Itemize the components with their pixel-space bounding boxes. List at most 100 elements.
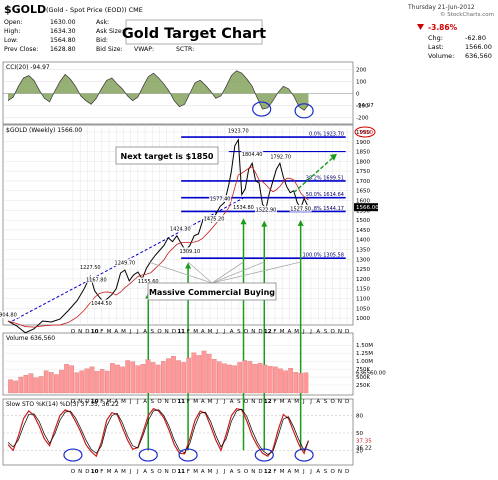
month-tick-label: N — [251, 469, 255, 475]
month-tick-label: 10 — [91, 469, 99, 475]
month-tick-label: S — [237, 399, 241, 405]
month-tick-label: F — [100, 469, 103, 475]
price-point-label: 1534.80 — [233, 205, 254, 211]
month-tick-label: J — [223, 329, 226, 335]
volume-bar — [120, 366, 125, 394]
volume-bar — [232, 365, 237, 394]
volume-tick-label: 250K — [356, 383, 370, 389]
month-tick-label: F — [273, 399, 276, 405]
month-tick-label: O — [244, 329, 249, 335]
month-tick-label: O — [157, 399, 162, 405]
month-tick-label: F — [187, 469, 190, 475]
month-tick-label: S — [324, 399, 328, 405]
volume-bar — [84, 368, 90, 394]
callout-connector — [211, 261, 244, 284]
month-tick-label: S — [151, 469, 155, 475]
price-label-bg — [85, 275, 108, 283]
month-tick-label: D — [258, 469, 262, 475]
month-tick-label: 12 — [264, 399, 272, 405]
month-tick-label: J — [309, 399, 312, 405]
month-tick-label: N — [338, 399, 342, 405]
price-tick-label: 1200 — [356, 277, 370, 283]
price-label-bg — [232, 203, 255, 211]
price-point-label: 1227.50 — [80, 265, 101, 271]
volume-bar — [74, 372, 80, 394]
price-tick-label: 1400 — [356, 238, 370, 244]
volume-bar — [104, 370, 110, 394]
month-tick-label: A — [230, 469, 234, 475]
price-point-label: 1527.50 — [290, 206, 311, 212]
price-point-label: 1792.70 — [270, 154, 291, 160]
sto-title: Slow STO %K(14) %D(3) 37.35, 36.22 — [6, 401, 119, 408]
month-tick-label: J — [223, 399, 226, 405]
volume-bar — [201, 350, 207, 394]
price-label-bg — [113, 259, 136, 267]
month-tick-label: O — [71, 469, 76, 475]
month-tick-label: J — [302, 399, 305, 405]
quote-cell: 1634.30 — [50, 28, 76, 35]
volume-title: Volume 636,560 — [6, 335, 55, 342]
volume-bar — [242, 360, 248, 394]
price-title: $GOLD (Weekly) 1566.00 — [6, 127, 82, 134]
sto-last-label: 36.22 — [356, 446, 372, 452]
month-tick-label: M — [107, 399, 112, 405]
month-tick-label: N — [78, 329, 82, 335]
chg-label: Chg: — [428, 34, 443, 42]
fib-label: 38.2% 1699.51 — [306, 175, 344, 181]
volume-bar — [217, 361, 222, 394]
volume-bar — [191, 352, 197, 394]
volume-bar — [211, 359, 217, 394]
month-tick-label: A — [316, 469, 320, 475]
quote-header: $GOLD (Gold - Spot Price (EOD)) CME Thur… — [4, 3, 494, 60]
volume-bar — [166, 358, 171, 394]
month-tick-label: N — [78, 469, 82, 475]
month-tick-label: 10 — [91, 399, 99, 405]
month-tick-label: D — [345, 469, 349, 475]
volume-bar — [267, 366, 273, 394]
chg-value: -62.80 — [465, 34, 486, 42]
month-tick-label: N — [338, 329, 342, 335]
volume-tick-label: 1.50M — [356, 343, 373, 349]
month-tick-label: A — [316, 329, 320, 335]
price-label-bg — [137, 277, 160, 285]
cci-area — [8, 70, 309, 111]
volume-bar — [130, 361, 136, 394]
month-tick-label: M — [208, 329, 213, 335]
month-tick-label: J — [129, 469, 132, 475]
volume-bar — [160, 361, 166, 394]
buying-arrowhead — [297, 219, 304, 226]
volume-bar — [43, 370, 49, 394]
credit: © StockCharts.com — [440, 11, 494, 18]
price-tick-label: 1100 — [356, 296, 370, 302]
target-box — [115, 146, 219, 165]
volume-bar — [155, 364, 161, 394]
month-tick-label: A — [114, 399, 118, 405]
month-tick-label: F — [187, 329, 190, 335]
price-tick-label: 1300 — [356, 257, 370, 263]
sto-low-circle — [138, 448, 158, 462]
month-tick-label: O — [157, 329, 162, 335]
volume-tick-label: 750K — [356, 367, 370, 373]
volume-bar — [110, 363, 115, 394]
volume-bar — [176, 360, 181, 394]
fib-label: 50.0% 1614.64 — [306, 192, 344, 198]
volume-bar — [283, 370, 288, 394]
volume-bar — [196, 355, 202, 394]
volume-bar — [13, 380, 18, 394]
month-tick-label: D — [258, 329, 262, 335]
month-tick-label: J — [302, 329, 305, 335]
month-tick-label: M — [208, 469, 213, 475]
volume-bar — [150, 362, 156, 394]
cci-last-label: -94.97 — [356, 103, 374, 109]
month-tick-label: 12 — [264, 469, 272, 475]
month-tick-label: 11 — [177, 399, 185, 405]
price-tick-label: 1950 — [356, 130, 370, 136]
sto-line-d — [7, 408, 309, 455]
chart-date: Thursday 21-Jun-2012 — [407, 4, 475, 11]
month-tick-label: M — [280, 329, 285, 335]
month-tick-label: A — [143, 399, 147, 405]
month-tick-label: M — [280, 399, 285, 405]
callout-connector — [148, 261, 213, 284]
month-tick-label: D — [345, 329, 349, 335]
month-tick-label: N — [165, 469, 169, 475]
